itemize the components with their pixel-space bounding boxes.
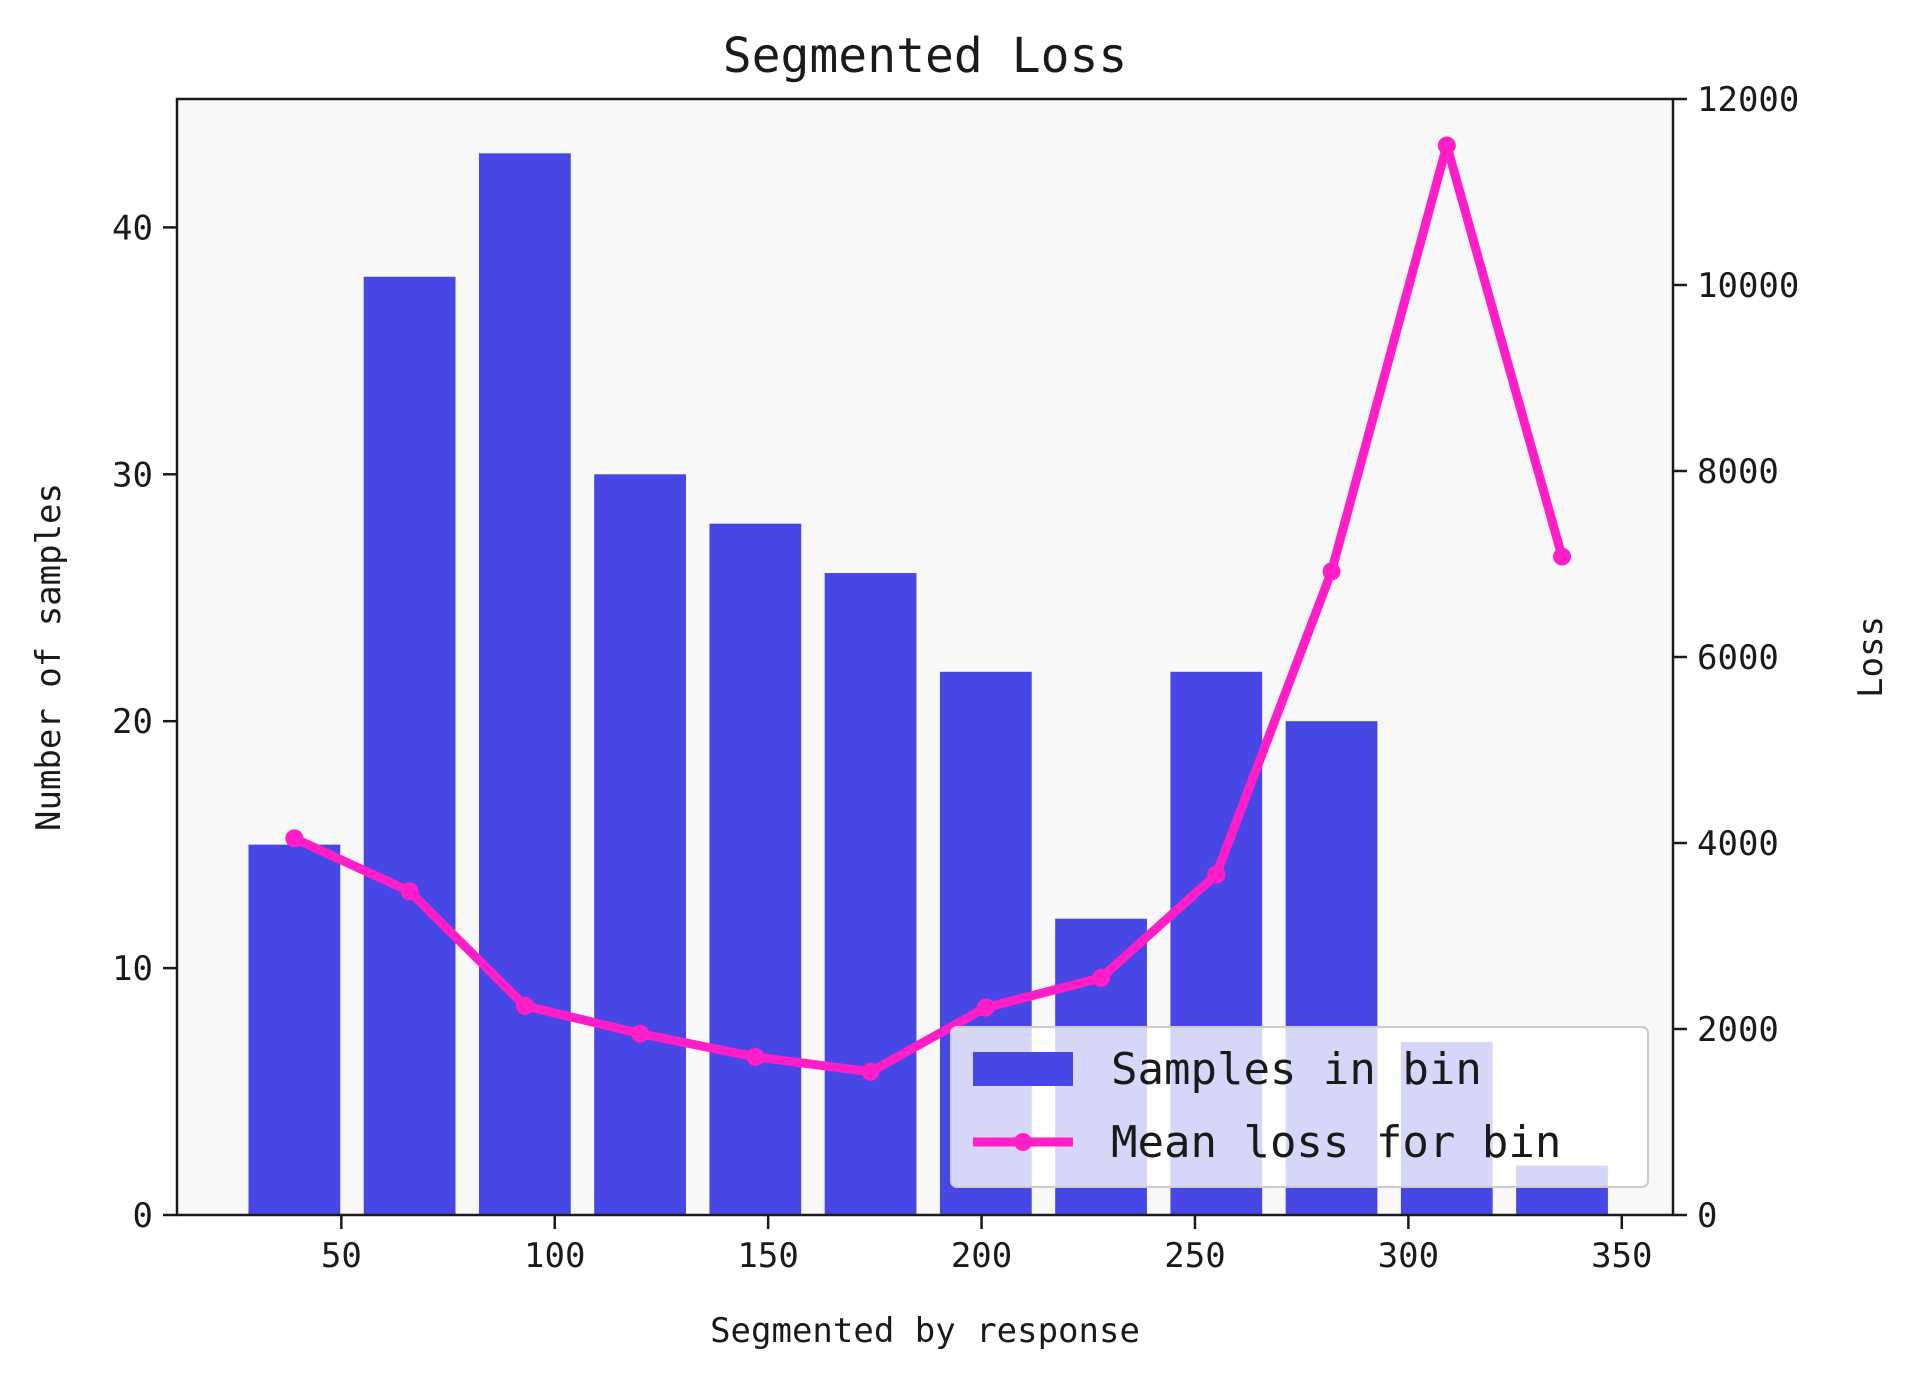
x-tick-label: 200 <box>951 1236 1012 1276</box>
loss-point <box>861 1062 880 1081</box>
chart-title: Segmented Loss <box>723 28 1128 84</box>
x-tick-label: 300 <box>1378 1236 1439 1276</box>
loss-point <box>1553 547 1572 566</box>
loss-point <box>746 1047 765 1066</box>
axes: 50 100 150 200 250 300 350 0 10 20 30 40 0 2000 4000 60… <box>112 80 1799 1276</box>
y-right-tick-label: 12000 <box>1697 80 1799 120</box>
loss-point <box>1437 136 1456 155</box>
y-axis-right-label: Loss <box>1851 616 1891 698</box>
y-axis-left-label: Number of samples <box>29 483 69 831</box>
loss-point <box>285 829 304 848</box>
y-right-tick-label: 6000 <box>1697 638 1779 678</box>
y-right-tick-label: 0 <box>1697 1196 1717 1236</box>
y-right-tick-label: 10000 <box>1697 266 1799 306</box>
loss-point <box>1207 865 1226 884</box>
x-tick-label: 350 <box>1591 1236 1652 1276</box>
legend-line-marker <box>1014 1133 1032 1151</box>
loss-point <box>1092 968 1111 987</box>
bar <box>824 573 917 1215</box>
y-left-tick-label: 30 <box>112 455 153 495</box>
legend-box <box>950 1026 1649 1188</box>
x-tick-label: 100 <box>524 1236 585 1276</box>
legend-bar-label: Samples in bin <box>1111 1044 1482 1095</box>
loss-point <box>1322 562 1341 581</box>
x-tick-label: 250 <box>1164 1236 1225 1276</box>
bar <box>363 276 456 1215</box>
y-left-tick-label: 10 <box>112 949 153 989</box>
line-series <box>285 136 1572 1081</box>
bar <box>248 844 341 1215</box>
loss-point <box>631 1024 650 1043</box>
x-tick-label: 150 <box>737 1236 798 1276</box>
y-right-tick-label: 2000 <box>1697 1010 1779 1050</box>
y-left-tick-label: 20 <box>112 702 153 742</box>
loss-point <box>515 996 534 1015</box>
loss-point <box>976 998 995 1017</box>
loss-point <box>400 882 419 901</box>
bar <box>709 523 802 1215</box>
x-axis-label: Segmented by response <box>710 1311 1140 1351</box>
legend-line-label: Mean loss for bin <box>1111 1117 1561 1168</box>
y-right-tick-label: 8000 <box>1697 452 1779 492</box>
y-right-tick-label: 4000 <box>1697 824 1779 864</box>
bar <box>594 474 686 1216</box>
y-left-tick-label: 40 <box>112 208 153 248</box>
x-tick-label: 50 <box>321 1236 362 1276</box>
legend: Samples in bin Mean loss for bin <box>950 1026 1649 1188</box>
y-left-tick-label: 0 <box>133 1196 153 1236</box>
loss-line <box>289 141 1567 1077</box>
bar <box>478 153 571 1215</box>
legend-bar-swatch <box>973 1052 1073 1086</box>
